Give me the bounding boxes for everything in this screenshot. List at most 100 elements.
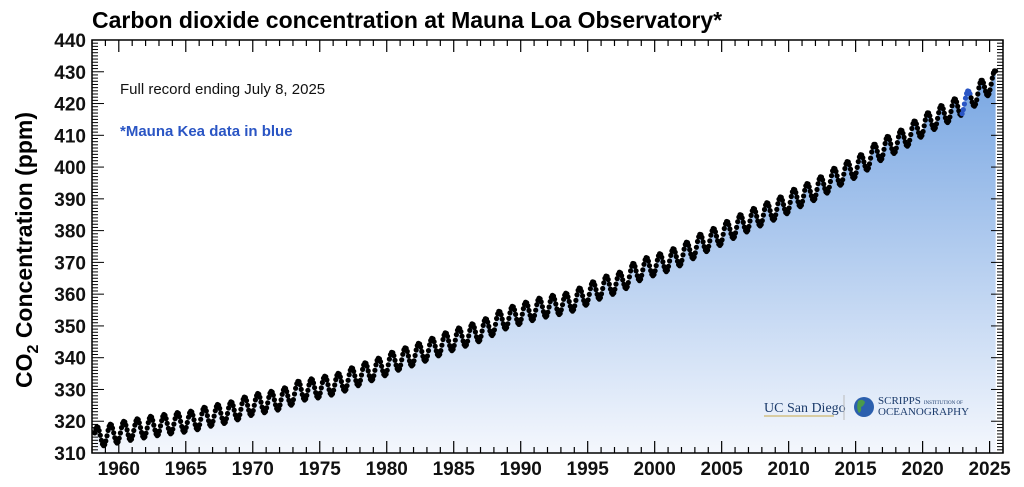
data-point xyxy=(821,181,827,187)
data-point xyxy=(131,427,137,434)
data-point xyxy=(708,232,714,238)
data-point xyxy=(266,394,272,400)
data-point xyxy=(513,311,519,317)
data-point xyxy=(465,338,471,344)
data-point xyxy=(659,254,665,260)
data-point xyxy=(847,166,854,172)
data-point xyxy=(678,261,684,267)
data-point xyxy=(191,417,197,423)
data-point xyxy=(159,418,165,424)
data-point xyxy=(731,234,738,240)
data-point xyxy=(418,344,424,350)
data-point xyxy=(152,427,158,433)
data-point xyxy=(226,405,232,411)
data-point xyxy=(941,110,947,116)
data-point xyxy=(935,115,941,121)
data-point xyxy=(989,75,995,81)
data-point xyxy=(103,438,109,444)
data-point xyxy=(157,423,164,429)
data-point xyxy=(679,257,685,263)
data-point xyxy=(124,427,130,433)
data-point xyxy=(745,227,751,233)
data-point xyxy=(699,234,705,240)
data-point xyxy=(988,81,994,87)
data-point xyxy=(392,357,398,363)
data-point xyxy=(673,254,679,260)
data-point xyxy=(439,342,445,348)
data-point xyxy=(793,189,799,196)
data-point xyxy=(566,298,572,305)
data-point xyxy=(672,249,678,255)
data-point xyxy=(405,353,411,359)
data-point xyxy=(526,307,532,314)
ucsd-logo: UC San Diego xyxy=(764,401,846,417)
data-point xyxy=(386,356,392,362)
data-point xyxy=(980,80,987,86)
data-point xyxy=(895,134,902,140)
data-point xyxy=(379,363,385,369)
data-point xyxy=(109,425,116,431)
data-point xyxy=(740,219,746,225)
data-point xyxy=(345,377,351,383)
y-tick-label: 390 xyxy=(54,190,86,211)
data-point xyxy=(713,233,720,239)
data-point xyxy=(505,321,511,327)
data-point xyxy=(357,377,363,383)
data-point xyxy=(117,430,123,436)
data-point xyxy=(171,421,177,427)
data-point xyxy=(438,348,444,354)
data-point xyxy=(909,125,915,132)
data-point xyxy=(352,373,358,379)
data-point xyxy=(453,332,459,338)
data-point xyxy=(132,422,138,428)
data-point xyxy=(601,280,607,286)
y-tick-label: 410 xyxy=(54,126,86,147)
data-point xyxy=(839,181,845,187)
data-point xyxy=(198,416,204,422)
data-point xyxy=(539,304,546,310)
data-point xyxy=(739,215,745,221)
data-point xyxy=(693,244,700,250)
data-point xyxy=(331,387,337,393)
data-point xyxy=(667,258,673,264)
data-point xyxy=(868,155,874,161)
data-point xyxy=(753,209,759,215)
data-point xyxy=(293,385,299,391)
data-point xyxy=(373,362,379,368)
data-point xyxy=(955,103,961,109)
data-point xyxy=(949,103,955,109)
data-point xyxy=(921,123,927,129)
data-point xyxy=(546,304,552,310)
data-point xyxy=(802,187,808,193)
mauna-kea-point xyxy=(967,91,973,97)
data-point xyxy=(199,411,205,417)
data-point xyxy=(788,193,794,200)
data-point xyxy=(815,181,821,187)
data-point xyxy=(547,299,553,305)
data-point xyxy=(96,428,102,434)
data-point xyxy=(271,397,277,403)
data-point xyxy=(820,177,826,183)
data-point xyxy=(578,288,585,294)
data-point xyxy=(639,272,645,278)
data-point xyxy=(735,219,741,225)
data-point xyxy=(223,416,229,422)
data-point xyxy=(538,299,544,305)
data-point xyxy=(668,252,674,258)
x-tick-label: 2000 xyxy=(634,459,676,480)
data-point xyxy=(806,184,812,190)
data-point xyxy=(346,372,352,378)
data-point xyxy=(826,184,832,190)
data-point xyxy=(801,193,807,199)
scripps-logo: SCRIPPS INSTITUTION OF OCEANOGRAPHY xyxy=(854,395,969,418)
x-tick-label: 2010 xyxy=(768,459,810,480)
data-point xyxy=(593,287,599,293)
x-tick-label: 1980 xyxy=(366,459,408,480)
data-point xyxy=(932,125,938,131)
data-point xyxy=(652,268,658,274)
data-point xyxy=(237,412,243,418)
y-tick-label: 430 xyxy=(54,63,86,84)
data-point xyxy=(143,430,149,436)
data-point xyxy=(773,212,779,218)
